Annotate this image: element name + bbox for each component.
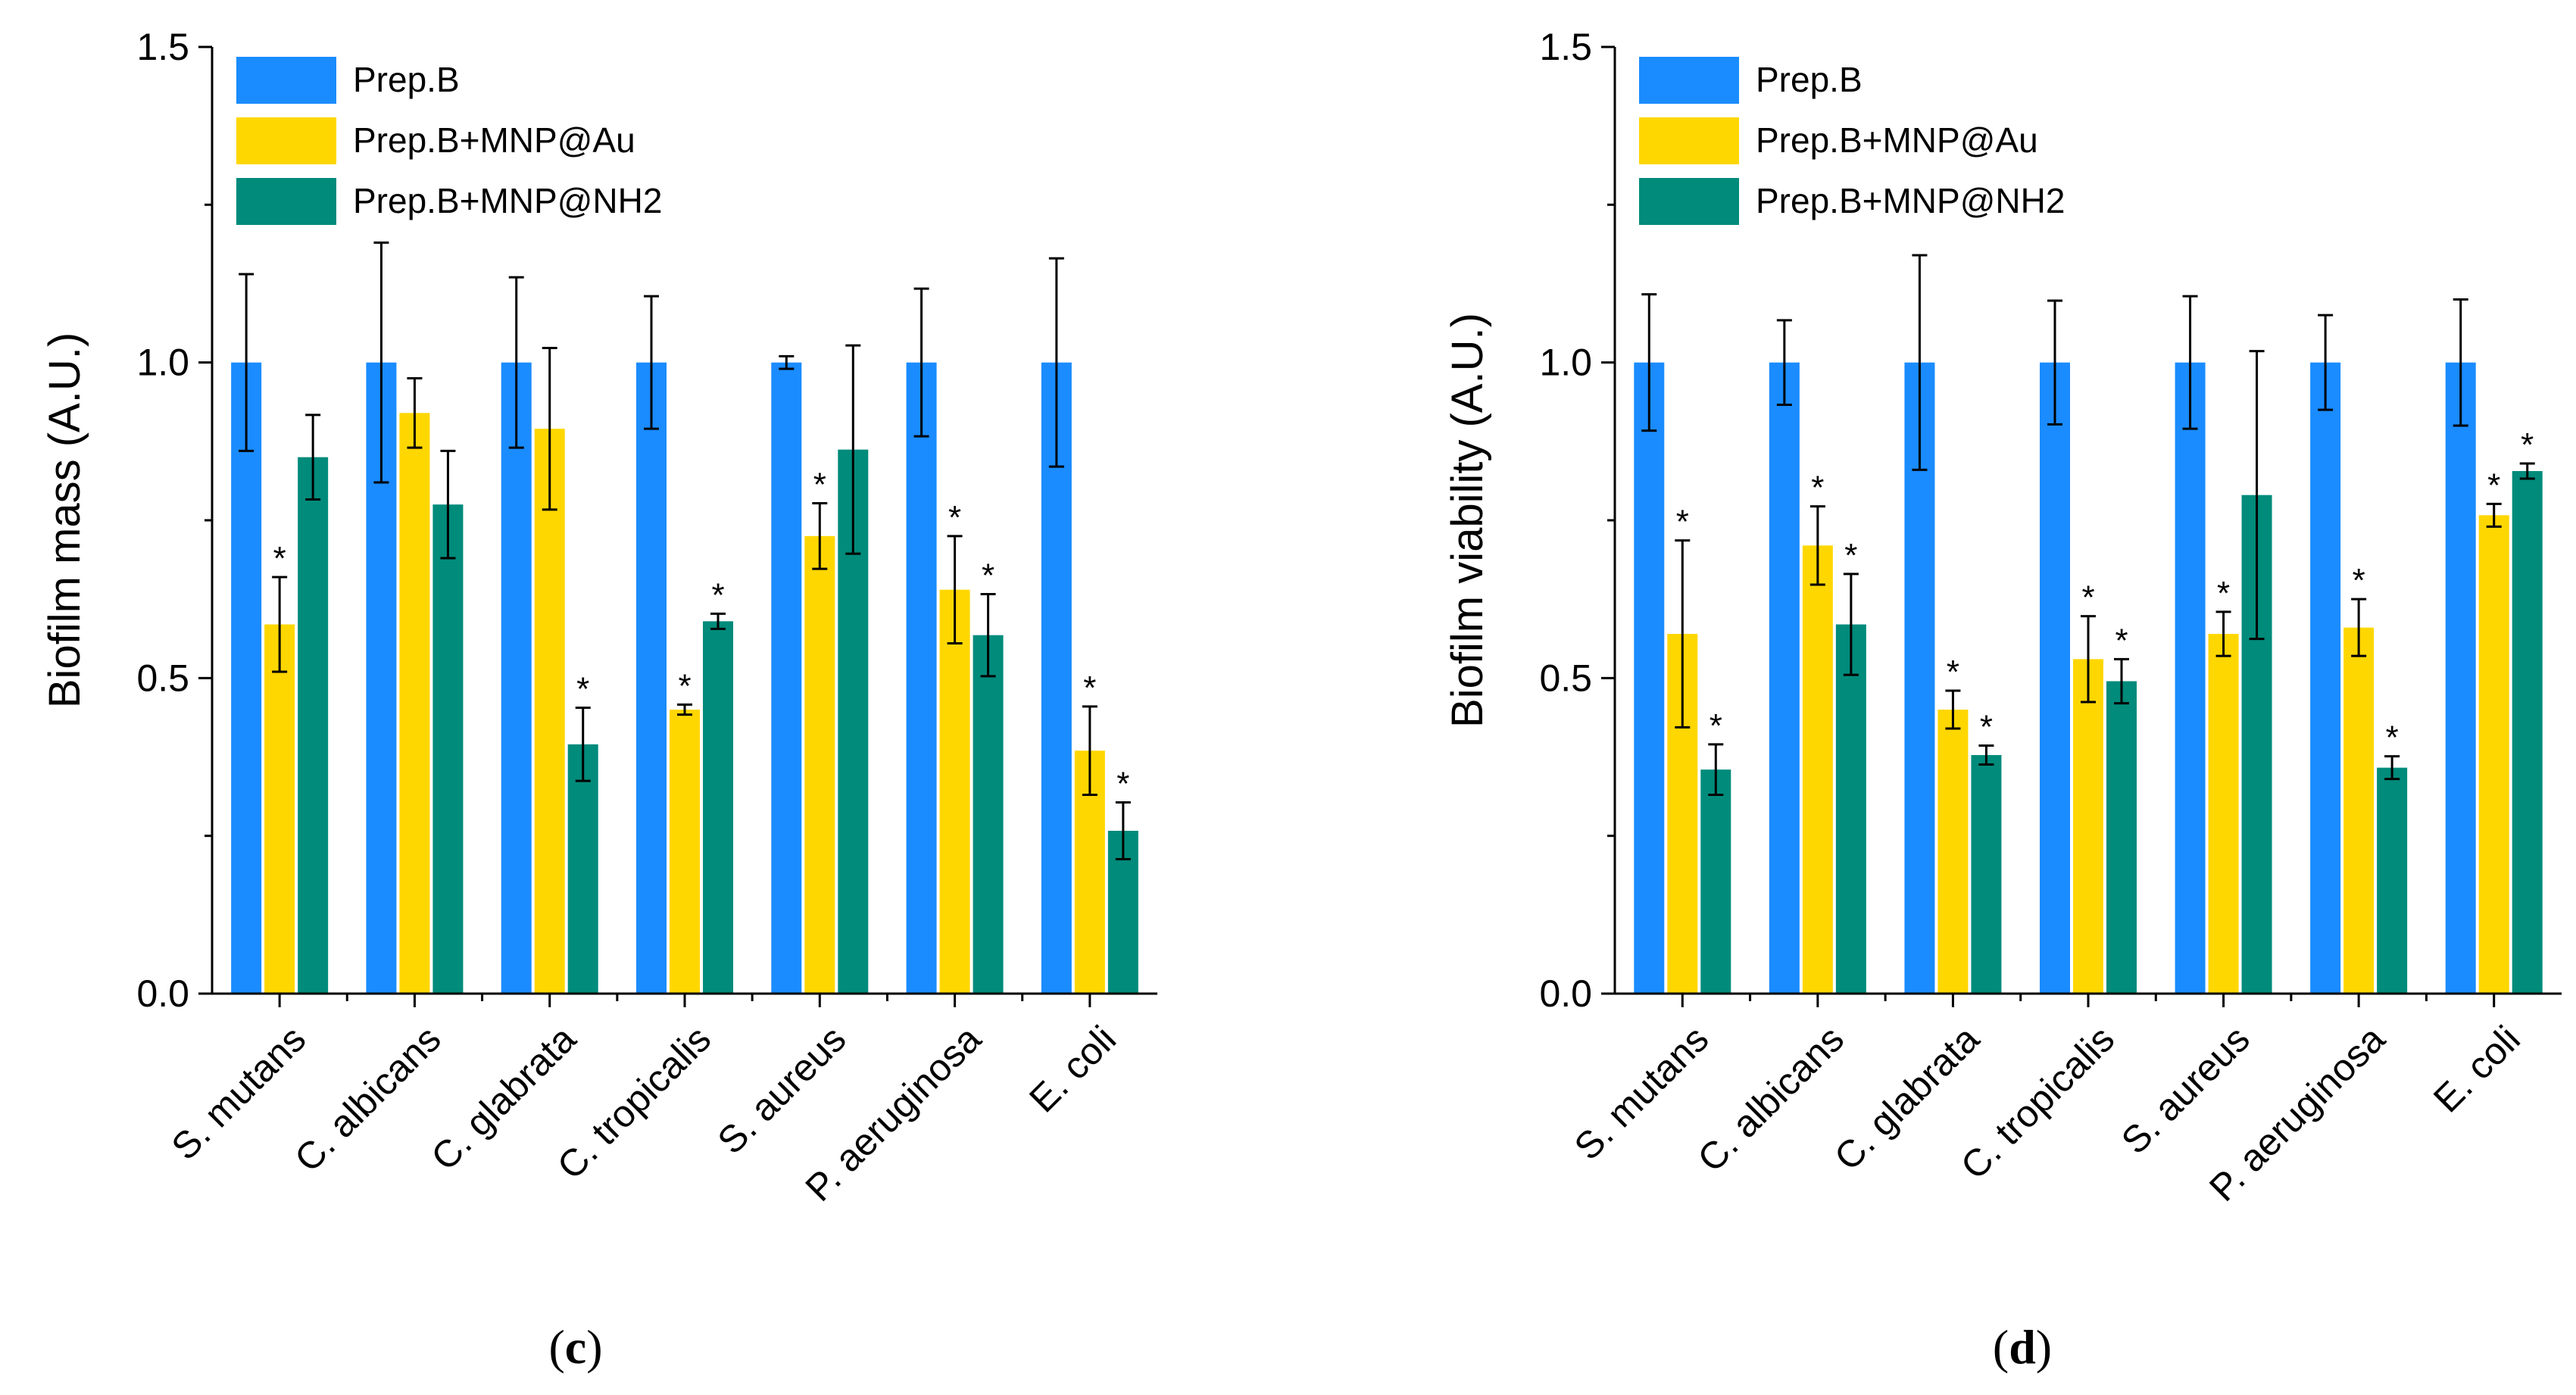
legend-entry-label: Prep.B+MNP@Au bbox=[353, 120, 635, 160]
significance-marker: * bbox=[813, 467, 826, 504]
y-tick-label: 0.0 bbox=[136, 972, 189, 1015]
legend-entry-label: Prep.B+MNP@NH2 bbox=[353, 181, 662, 220]
bar-c-s0-2 bbox=[501, 362, 532, 994]
bar-d-s2-0 bbox=[1700, 769, 1731, 994]
legend-entry-label: Prep.B bbox=[353, 60, 460, 99]
bar-d-s1-4 bbox=[2208, 634, 2239, 994]
bar-d-s2-1 bbox=[1835, 624, 1866, 994]
x-tick-label: E. coli bbox=[2425, 1018, 2528, 1121]
y-tick-label: 1.0 bbox=[1539, 342, 1592, 384]
y-tick-label: 0.0 bbox=[1539, 972, 1592, 1015]
significance-marker: * bbox=[711, 576, 724, 613]
significance-marker: * bbox=[1844, 537, 1857, 574]
significance-marker: * bbox=[948, 499, 961, 536]
significance-marker: * bbox=[576, 671, 589, 708]
bar-d-s0-6 bbox=[2445, 362, 2476, 994]
bar-c-s0-5 bbox=[906, 362, 937, 994]
bar-d-s0-4 bbox=[2175, 362, 2206, 994]
significance-marker: * bbox=[2386, 719, 2399, 757]
legend-swatch-0 bbox=[1639, 57, 1739, 104]
bar-c-s0-4 bbox=[771, 362, 802, 994]
significance-marker: * bbox=[1710, 707, 1722, 744]
significance-marker: * bbox=[2217, 575, 2230, 612]
significance-marker: * bbox=[1980, 709, 1993, 746]
legend-entry-label: Prep.B bbox=[1756, 60, 1863, 99]
bar-d-s0-3 bbox=[2040, 362, 2070, 994]
significance-marker: * bbox=[273, 540, 286, 577]
legend-swatch-2 bbox=[1639, 178, 1739, 225]
panel-label: d bbox=[2009, 1320, 2036, 1374]
panel-caption: (c) bbox=[548, 1320, 602, 1374]
legend-swatch-1 bbox=[236, 117, 336, 164]
bar-c-s2-0 bbox=[298, 457, 329, 994]
significance-marker: * bbox=[2115, 622, 2128, 659]
bar-c-s1-0 bbox=[264, 624, 295, 994]
bar-d-s2-2 bbox=[1971, 755, 2002, 994]
y-tick-label: 1.5 bbox=[1539, 26, 1592, 68]
bar-d-s2-6 bbox=[2512, 471, 2543, 994]
legend-entry-label: Prep.B+MNP@NH2 bbox=[1756, 181, 2065, 220]
significance-marker: * bbox=[2081, 579, 2094, 616]
bar-d-s1-3 bbox=[2073, 659, 2103, 994]
significance-marker: * bbox=[678, 667, 691, 704]
significance-marker: * bbox=[1676, 504, 1689, 541]
panel-caption: (d) bbox=[1993, 1320, 2052, 1374]
panel-label: c bbox=[565, 1320, 586, 1374]
x-tick-label: C. albicans bbox=[286, 1018, 448, 1180]
bar-d-s2-3 bbox=[2106, 681, 2137, 994]
significance-marker: * bbox=[2521, 426, 2534, 463]
y-axis-label: Biofilm mass (A.U.) bbox=[40, 332, 89, 708]
x-tick-label: S. aureus bbox=[2113, 1018, 2258, 1162]
bar-d-s1-1 bbox=[1802, 545, 1833, 994]
significance-marker: * bbox=[1947, 654, 1959, 691]
significance-marker: * bbox=[982, 557, 994, 595]
bar-c-s0-3 bbox=[636, 362, 667, 994]
bar-c-s2-2 bbox=[567, 744, 598, 994]
bar-d-s2-5 bbox=[2377, 767, 2408, 994]
bar-c-s2-1 bbox=[432, 504, 464, 994]
bar-c-s1-3 bbox=[670, 710, 700, 994]
x-tick-label: C. albicans bbox=[1690, 1018, 1852, 1180]
x-tick-label: S. aureus bbox=[710, 1018, 854, 1162]
legend-swatch-1 bbox=[1639, 117, 1739, 164]
bar-d-s1-2 bbox=[1937, 710, 1969, 994]
bar-d-s1-6 bbox=[2478, 515, 2509, 994]
significance-marker: * bbox=[1116, 766, 1129, 803]
significance-marker: * bbox=[1811, 470, 1824, 507]
bar-c-s1-2 bbox=[534, 429, 565, 994]
y-axis-label: Biofilm viability (A.U.) bbox=[1443, 313, 1492, 728]
bar-d-s0-0 bbox=[1634, 362, 1665, 994]
bar-c-s0-0 bbox=[231, 362, 262, 994]
bar-c-s1-1 bbox=[399, 413, 430, 994]
x-tick-label: E. coli bbox=[1021, 1018, 1124, 1121]
bar-c-s1-4 bbox=[804, 535, 835, 994]
bar-d-s1-5 bbox=[2343, 627, 2375, 994]
bar-c-s2-3 bbox=[703, 621, 733, 994]
legend-entry-label: Prep.B+MNP@Au bbox=[1756, 120, 2038, 160]
bar-c-s1-5 bbox=[939, 589, 970, 994]
legend-swatch-2 bbox=[236, 178, 336, 225]
bar-d-s0-5 bbox=[2310, 362, 2341, 994]
legend-swatch-0 bbox=[236, 57, 336, 104]
bar-c-s2-5 bbox=[973, 635, 1004, 994]
y-tick-label: 1.5 bbox=[136, 26, 189, 68]
bar-d-s0-1 bbox=[1769, 362, 1800, 994]
y-tick-label: 0.5 bbox=[136, 657, 189, 699]
significance-marker: * bbox=[1083, 669, 1096, 707]
significance-marker: * bbox=[2487, 467, 2500, 504]
y-tick-label: 1.0 bbox=[136, 342, 189, 384]
y-tick-label: 0.5 bbox=[1539, 657, 1592, 699]
significance-marker: * bbox=[2353, 562, 2365, 599]
